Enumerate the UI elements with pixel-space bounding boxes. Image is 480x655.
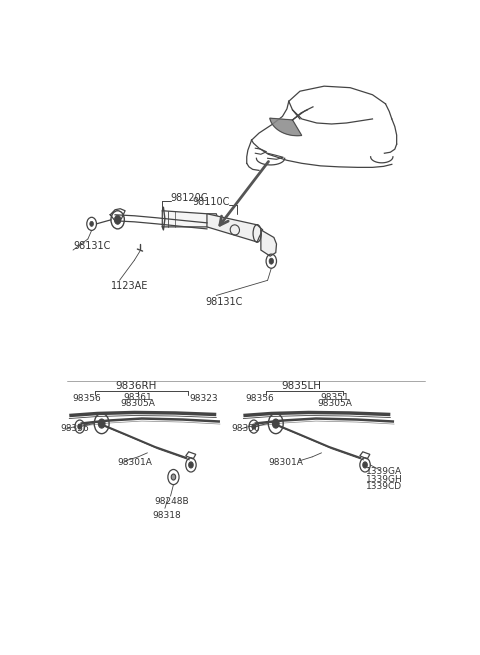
Text: 98301A: 98301A [118, 458, 153, 468]
Text: 98356: 98356 [232, 424, 261, 433]
Text: 98356: 98356 [246, 394, 275, 403]
Text: 98301A: 98301A [268, 458, 303, 468]
Text: 98356: 98356 [72, 394, 101, 403]
Text: 98305A: 98305A [317, 399, 352, 408]
Text: 98131C: 98131C [205, 297, 242, 307]
Polygon shape [186, 452, 196, 459]
Polygon shape [270, 118, 302, 136]
Circle shape [98, 419, 105, 428]
Polygon shape [207, 214, 263, 242]
Text: 1123AE: 1123AE [111, 282, 149, 291]
Text: 98356: 98356 [61, 424, 89, 433]
Text: 9836RH: 9836RH [116, 381, 157, 391]
Text: 98110C: 98110C [192, 197, 229, 207]
Text: 1339GA: 1339GA [366, 468, 402, 476]
Circle shape [252, 424, 256, 429]
Text: 98318: 98318 [152, 512, 181, 520]
Circle shape [363, 462, 367, 468]
Circle shape [269, 258, 274, 264]
Text: 9835LH: 9835LH [281, 381, 321, 391]
Polygon shape [162, 211, 218, 227]
Text: 98248B: 98248B [155, 496, 190, 506]
Circle shape [273, 419, 279, 428]
Text: 98305A: 98305A [120, 399, 156, 408]
Circle shape [90, 221, 94, 227]
Circle shape [114, 215, 121, 225]
Text: 98120C: 98120C [171, 193, 208, 203]
Circle shape [189, 462, 193, 468]
Polygon shape [360, 452, 370, 459]
Text: 98131C: 98131C [73, 241, 110, 251]
Text: 98323: 98323 [190, 394, 218, 403]
Text: 1339CD: 1339CD [366, 481, 402, 491]
Text: 98351: 98351 [320, 393, 349, 402]
Polygon shape [261, 230, 276, 256]
Text: 98361: 98361 [124, 393, 153, 402]
Text: 1339GH: 1339GH [366, 475, 403, 483]
Circle shape [171, 474, 176, 480]
Circle shape [78, 424, 82, 429]
